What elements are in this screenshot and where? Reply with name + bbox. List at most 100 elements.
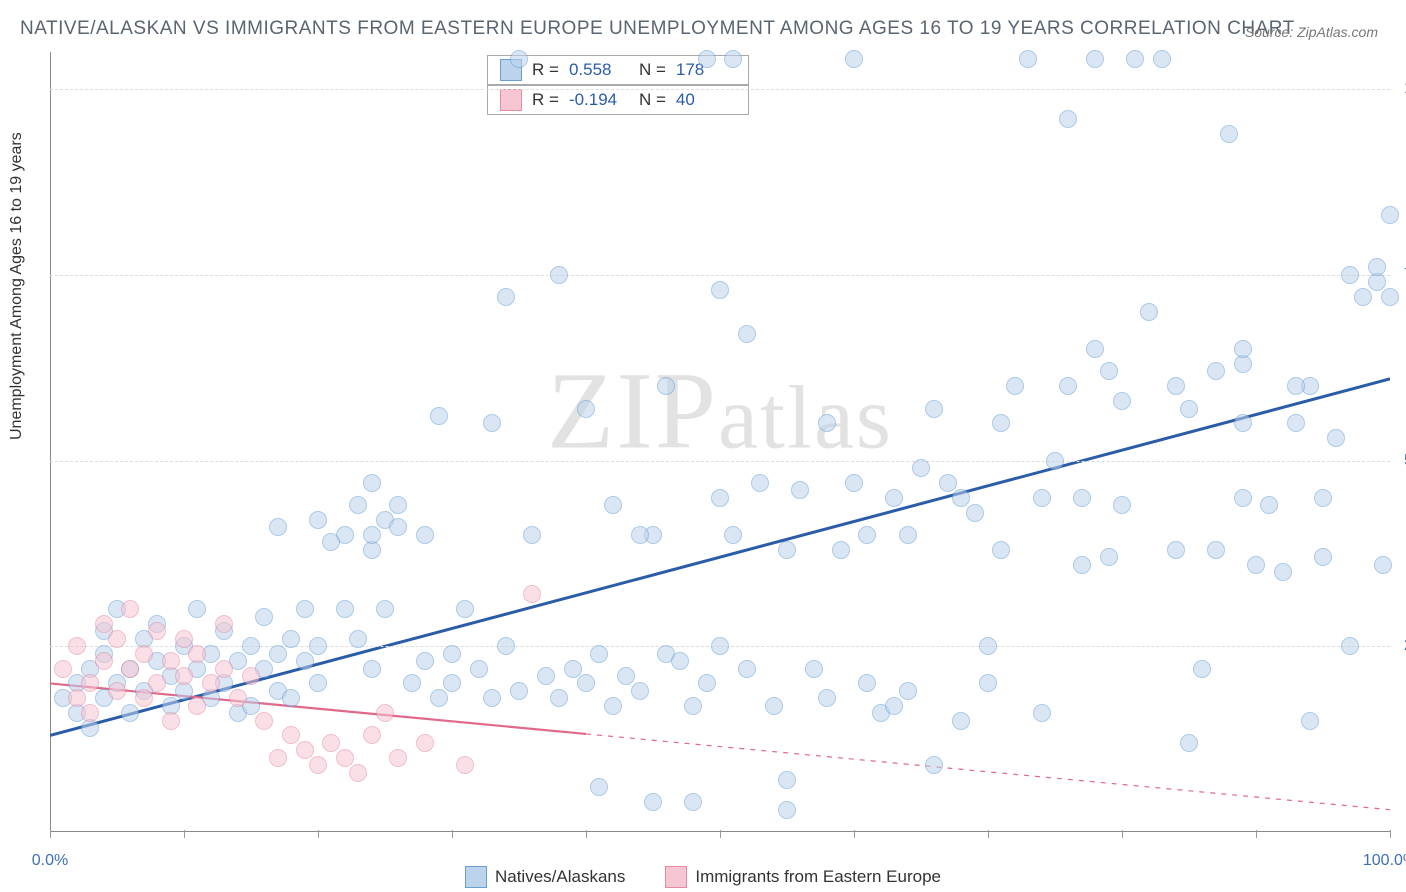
- data-point-series-0: [832, 541, 850, 559]
- data-point-series-0: [389, 518, 407, 536]
- data-point-series-1: [282, 726, 300, 744]
- data-point-series-0: [550, 689, 568, 707]
- data-point-series-0: [1368, 258, 1386, 276]
- trend-line-dashed-series-1: [586, 734, 1390, 810]
- data-point-series-1: [215, 660, 233, 678]
- data-point-series-0: [1033, 489, 1051, 507]
- data-point-series-0: [952, 489, 970, 507]
- x-tick: [720, 830, 721, 838]
- data-point-series-0: [121, 704, 139, 722]
- data-point-series-0: [188, 600, 206, 618]
- chart-title: NATIVE/ALASKAN VS IMMIGRANTS FROM EASTER…: [20, 18, 1295, 40]
- data-point-series-0: [550, 266, 568, 284]
- data-point-series-0: [1073, 489, 1091, 507]
- data-point-series-1: [121, 600, 139, 618]
- x-tick: [1390, 830, 1391, 838]
- legend-label-0: Natives/Alaskans: [495, 867, 625, 887]
- data-point-series-0: [1234, 340, 1252, 358]
- data-point-series-0: [724, 526, 742, 544]
- data-point-series-0: [671, 652, 689, 670]
- data-point-series-0: [269, 518, 287, 536]
- data-point-series-1: [95, 615, 113, 633]
- data-point-series-0: [1167, 377, 1185, 395]
- data-point-series-0: [698, 50, 716, 68]
- legend: Natives/Alaskans Immigrants from Eastern…: [0, 866, 1406, 888]
- data-point-series-1: [135, 689, 153, 707]
- data-point-series-1: [255, 712, 273, 730]
- data-point-series-1: [162, 652, 180, 670]
- data-point-series-0: [497, 288, 515, 306]
- stats-swatch-series-1: [500, 89, 522, 111]
- data-point-series-0: [296, 600, 314, 618]
- data-point-series-0: [1207, 362, 1225, 380]
- data-point-series-0: [269, 645, 287, 663]
- data-point-series-0: [912, 459, 930, 477]
- data-point-series-0: [899, 526, 917, 544]
- data-point-series-0: [577, 674, 595, 692]
- legend-item-0: Natives/Alaskans: [465, 866, 625, 888]
- data-point-series-0: [349, 496, 367, 514]
- data-point-series-0: [309, 674, 327, 692]
- x-tick: [854, 830, 855, 838]
- data-point-series-1: [523, 585, 541, 603]
- data-point-series-1: [416, 734, 434, 752]
- y-tick-label: 25.0%: [1394, 637, 1406, 655]
- data-point-series-0: [336, 600, 354, 618]
- data-point-series-1: [188, 697, 206, 715]
- data-point-series-0: [805, 660, 823, 678]
- data-point-series-0: [1247, 556, 1265, 574]
- data-point-series-1: [215, 615, 233, 633]
- x-tick: [1122, 830, 1123, 838]
- data-point-series-0: [845, 50, 863, 68]
- data-point-series-0: [1274, 563, 1292, 581]
- data-point-series-0: [416, 652, 434, 670]
- data-point-series-0: [1153, 50, 1171, 68]
- data-point-series-0: [1073, 556, 1091, 574]
- x-tick: [184, 830, 185, 838]
- data-point-series-1: [81, 704, 99, 722]
- data-point-series-1: [81, 674, 99, 692]
- data-point-series-0: [456, 600, 474, 618]
- data-point-series-0: [1207, 541, 1225, 559]
- data-point-series-0: [1341, 637, 1359, 655]
- data-point-series-0: [778, 541, 796, 559]
- data-point-series-0: [818, 414, 836, 432]
- data-point-series-0: [470, 660, 488, 678]
- data-point-series-0: [617, 667, 635, 685]
- data-point-series-0: [1287, 414, 1305, 432]
- data-point-series-0: [430, 407, 448, 425]
- data-point-series-0: [791, 481, 809, 499]
- watermark: ZIPatlas: [547, 347, 893, 474]
- data-point-series-0: [1260, 496, 1278, 514]
- data-point-series-0: [738, 325, 756, 343]
- data-point-series-1: [135, 645, 153, 663]
- data-point-series-1: [349, 764, 367, 782]
- x-tick: [586, 830, 587, 838]
- legend-swatch-0: [465, 866, 487, 888]
- data-point-series-0: [564, 660, 582, 678]
- data-point-series-1: [456, 756, 474, 774]
- data-point-series-0: [322, 533, 340, 551]
- data-point-series-0: [483, 414, 501, 432]
- legend-swatch-1: [665, 866, 687, 888]
- data-point-series-0: [1046, 452, 1064, 470]
- data-point-series-0: [992, 541, 1010, 559]
- gridline-h: [50, 461, 1390, 462]
- data-point-series-1: [309, 756, 327, 774]
- data-point-series-0: [1220, 125, 1238, 143]
- data-point-series-0: [858, 526, 876, 544]
- x-tick: [988, 830, 989, 838]
- data-point-series-0: [966, 504, 984, 522]
- data-point-series-0: [657, 377, 675, 395]
- data-point-series-1: [202, 674, 220, 692]
- data-point-series-0: [1113, 496, 1131, 514]
- data-point-series-1: [322, 734, 340, 752]
- data-point-series-1: [108, 682, 126, 700]
- gridline-h: [50, 89, 1390, 90]
- data-point-series-0: [416, 526, 434, 544]
- data-point-series-0: [1086, 340, 1104, 358]
- data-point-series-1: [175, 667, 193, 685]
- data-point-series-1: [229, 689, 247, 707]
- y-tick-label: 75.0%: [1394, 266, 1406, 284]
- data-point-series-0: [925, 756, 943, 774]
